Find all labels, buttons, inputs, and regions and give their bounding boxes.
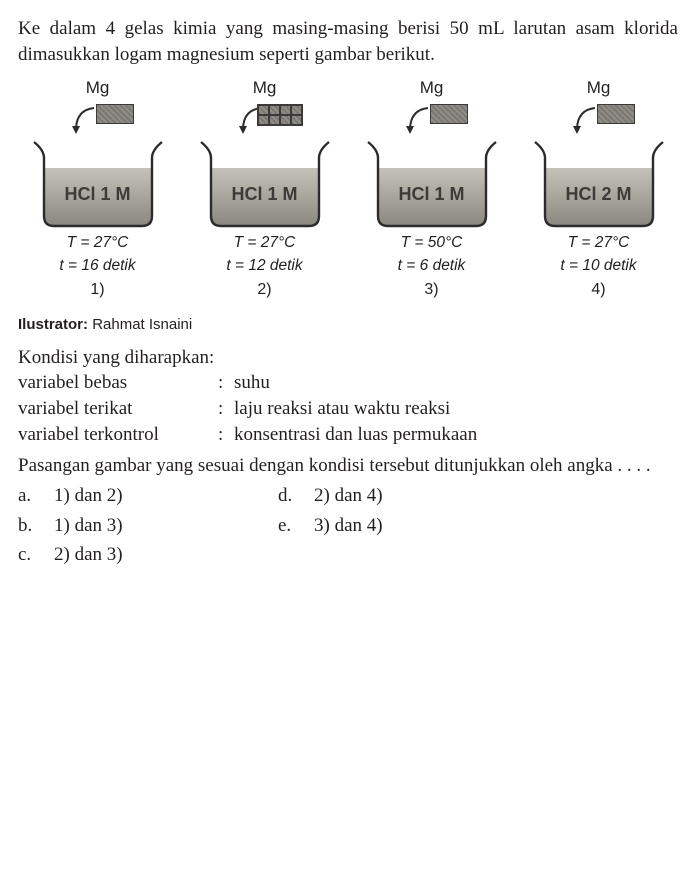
conditions-block: Kondisi yang diharapkan: variabel bebas … xyxy=(18,345,678,448)
option-letter: d. xyxy=(278,483,314,509)
arrow-icon xyxy=(567,104,601,138)
beaker-number: 2) xyxy=(257,279,271,301)
option-a: a. 1) dan 2) xyxy=(18,483,278,509)
temp-label: T = 27°C xyxy=(67,233,129,252)
mg-label: Mg xyxy=(420,77,444,100)
mg-block-icon xyxy=(96,104,134,124)
var-bebas-key: variabel bebas xyxy=(18,370,218,396)
illustrator-label: Ilustrator: xyxy=(18,316,88,333)
conditions-title: Kondisi yang diharapkan: xyxy=(18,345,678,371)
illustrator-name: Rahmat Isnaini xyxy=(92,316,192,333)
hcl-label: HCl 1 M xyxy=(195,182,335,206)
beaker-top xyxy=(195,102,335,142)
option-text: 1) dan 3) xyxy=(54,513,123,539)
mg-label: Mg xyxy=(86,77,110,100)
beaker-top xyxy=(28,102,168,142)
option-b: b. 1) dan 3) xyxy=(18,513,278,539)
option-d: d. 2) dan 4) xyxy=(278,483,478,509)
option-letter: e. xyxy=(278,513,314,539)
mg-grid-icon xyxy=(257,104,303,126)
options-block: a. 1) dan 2) b. 1) dan 3) c. 2) dan 3) d… xyxy=(18,483,678,568)
hcl-label: HCl 1 M xyxy=(362,182,502,206)
option-text: 1) dan 2) xyxy=(54,483,123,509)
option-text: 2) dan 4) xyxy=(314,483,383,509)
mg-label: Mg xyxy=(253,77,277,100)
illustrator-credit: Ilustrator: Rahmat Isnaini xyxy=(18,315,678,335)
var-terikat-val: laju reaksi atau waktu reaksi xyxy=(234,396,678,422)
temp-label: T = 27°C xyxy=(568,233,630,252)
time-label: t = 6 detik xyxy=(398,256,466,275)
mg-block-icon xyxy=(597,104,635,124)
beaker-2: Mg HCl 1 M T = 27°C t = 12 detik 2) xyxy=(187,77,342,300)
option-c: c. 2) dan 3) xyxy=(18,542,278,568)
option-e: e. 3) dan 4) xyxy=(278,513,478,539)
arrow-icon xyxy=(66,104,100,138)
beaker-vessel: HCl 2 M xyxy=(529,138,669,230)
beaker-4: Mg HCl 2 M T = 27°C t = 10 detik 4) xyxy=(521,77,676,300)
time-label: t = 12 detik xyxy=(226,256,302,275)
mg-label: Mg xyxy=(587,77,611,100)
beaker-top xyxy=(529,102,669,142)
beaker-number: 3) xyxy=(424,279,438,301)
colon: : xyxy=(218,370,234,396)
time-label: t = 16 detik xyxy=(59,256,135,275)
temp-label: T = 27°C xyxy=(234,233,296,252)
var-bebas-val: suhu xyxy=(234,370,678,396)
option-text: 2) dan 3) xyxy=(54,542,123,568)
hcl-label: HCl 1 M xyxy=(28,182,168,206)
beaker-vessel: HCl 1 M xyxy=(362,138,502,230)
beaker-number: 4) xyxy=(591,279,605,301)
var-kontrol-key: variabel terkontrol xyxy=(18,422,218,448)
colon: : xyxy=(218,396,234,422)
colon: : xyxy=(218,422,234,448)
temp-label: T = 50°C xyxy=(401,233,463,252)
intro-text: Ke dalam 4 gelas kimia yang masing-masin… xyxy=(18,16,678,67)
question-text: Pasangan gambar yang sesuai dengan kondi… xyxy=(18,453,678,479)
mg-block-icon xyxy=(430,104,468,124)
beaker-3: Mg HCl 1 M T = 50°C t = 6 detik 3) xyxy=(354,77,509,300)
option-letter: c. xyxy=(18,542,54,568)
time-label: t = 10 detik xyxy=(560,256,636,275)
option-letter: b. xyxy=(18,513,54,539)
beaker-1: Mg HCl 1 M T = 27°C t = 16 detik 1) xyxy=(20,77,175,300)
option-text: 3) dan 4) xyxy=(314,513,383,539)
var-terikat-key: variabel terikat xyxy=(18,396,218,422)
diagram-row: Mg HCl 1 M T = 27°C t = 16 detik 1) Mg xyxy=(18,77,678,300)
var-kontrol-val: konsentrasi dan luas permukaan xyxy=(234,422,678,448)
hcl-label: HCl 2 M xyxy=(529,182,669,206)
option-letter: a. xyxy=(18,483,54,509)
arrow-icon xyxy=(400,104,434,138)
beaker-number: 1) xyxy=(90,279,104,301)
beaker-vessel: HCl 1 M xyxy=(195,138,335,230)
beaker-vessel: HCl 1 M xyxy=(28,138,168,230)
beaker-top xyxy=(362,102,502,142)
